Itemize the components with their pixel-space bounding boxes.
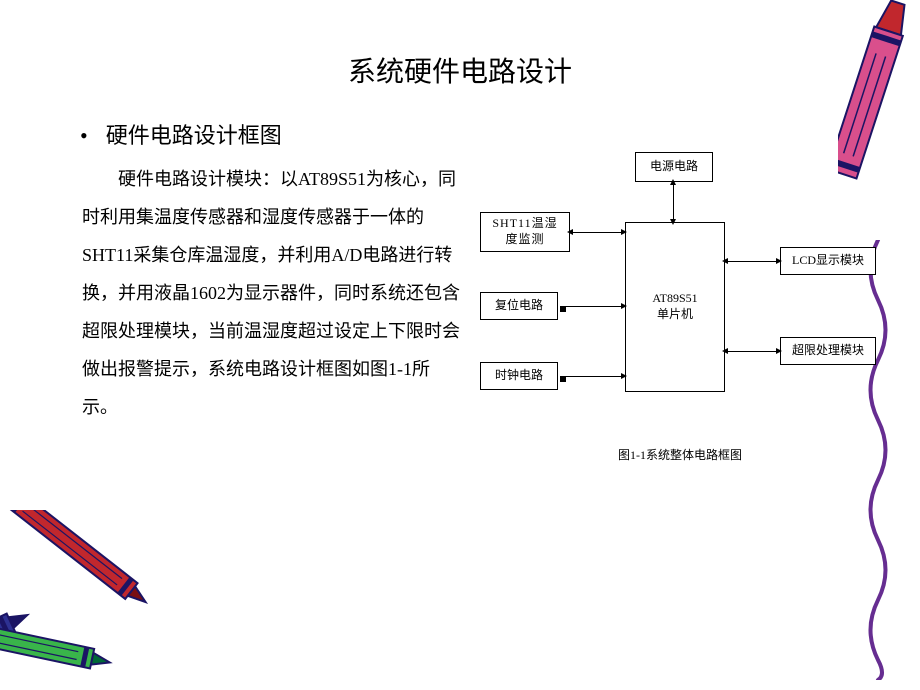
diagram-arrow-3: [560, 376, 622, 377]
content-area: • 硬件电路设计框图 硬件电路设计模块：以AT89S51为核心，同时利用集温度传…: [0, 90, 920, 463]
diagram-caption: 图1-1系统整体电路框图: [480, 446, 880, 463]
diagram-box-reset: 复位电路: [480, 292, 558, 320]
bullet-title: 硬件电路设计框图: [106, 120, 282, 152]
diagram-arrow-5: [727, 351, 777, 352]
diagram-box-power: 电源电路: [635, 152, 713, 182]
page-title: 系统硬件电路设计: [0, 0, 920, 90]
bullet-dot: •: [80, 120, 88, 152]
diagram-arrow-4: [727, 261, 777, 262]
diagram-arrow-2: [560, 306, 622, 307]
right-column: 电源电路 SHT11温湿度监测复位电路时钟电路 AT89S51 单片机 LCD显示模块…: [470, 120, 880, 463]
diagram-arrow-1: [572, 232, 622, 233]
diagram-box-clock: 时钟电路: [480, 362, 558, 390]
body-paragraph: 硬件电路设计模块：以AT89S51为核心，同时利用集温度传感器和湿度传感器于一体…: [80, 160, 460, 426]
block-diagram: 电源电路 SHT11温湿度监测复位电路时钟电路 AT89S51 单片机 LCD显示模块…: [480, 152, 880, 432]
diagram-box-sht11: SHT11温湿度监测: [480, 212, 570, 252]
diagram-box-over: 超限处理模块: [780, 337, 876, 365]
diagram-box-lcd: LCD显示模块: [780, 247, 876, 275]
diagram-arrow-0: [673, 184, 674, 220]
left-column: • 硬件电路设计框图 硬件电路设计模块：以AT89S51为核心，同时利用集温度传…: [80, 120, 460, 463]
crayons-bottom-left-icon: [0, 510, 240, 690]
diagram-box-mcu: AT89S51 单片机: [625, 222, 725, 392]
